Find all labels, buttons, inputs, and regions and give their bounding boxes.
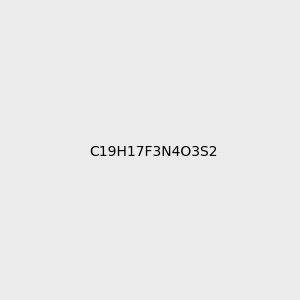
Text: C19H17F3N4O3S2: C19H17F3N4O3S2 <box>89 145 218 158</box>
